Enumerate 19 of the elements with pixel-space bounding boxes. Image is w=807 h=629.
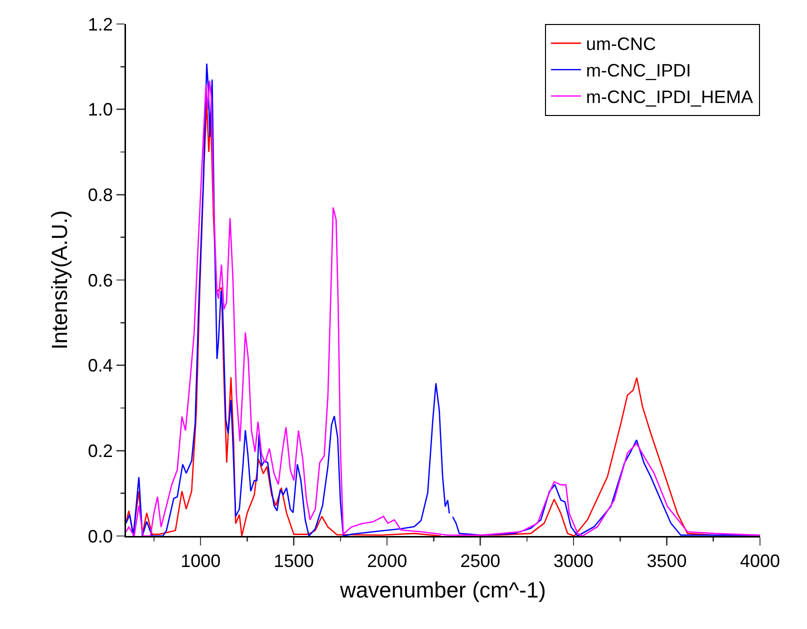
y-axis-title: Intensity(A.U.): [46, 210, 72, 350]
x-tick-label: 1500: [274, 551, 314, 572]
legend-label: m-CNC_IPDI: [586, 60, 692, 81]
x-tick-label: 3000: [554, 551, 594, 572]
y-tick-label: 0.6: [88, 270, 113, 290]
x-tick-label: 3500: [646, 551, 687, 572]
x-tick-label: 4000: [740, 551, 780, 572]
x-tick-label: 2000: [367, 551, 408, 572]
y-tick-label: 0.8: [88, 184, 113, 205]
y-tick-label: 1.2: [88, 14, 113, 34]
x-axis-title: wavenumber (cm^-1): [339, 578, 546, 603]
y-tick-label: 0.2: [88, 440, 113, 461]
y-tick-label: 1.0: [88, 100, 113, 120]
x-tick-label: 2500: [460, 551, 500, 572]
y-tick-label: 0.0: [88, 526, 113, 546]
y-tick-label: 0.4: [88, 356, 113, 376]
legend-label: m-CNC_IPDI_HEMA: [586, 87, 754, 108]
legend-label: um-CNC: [586, 34, 656, 54]
x-tick-label: 1000: [180, 551, 221, 572]
